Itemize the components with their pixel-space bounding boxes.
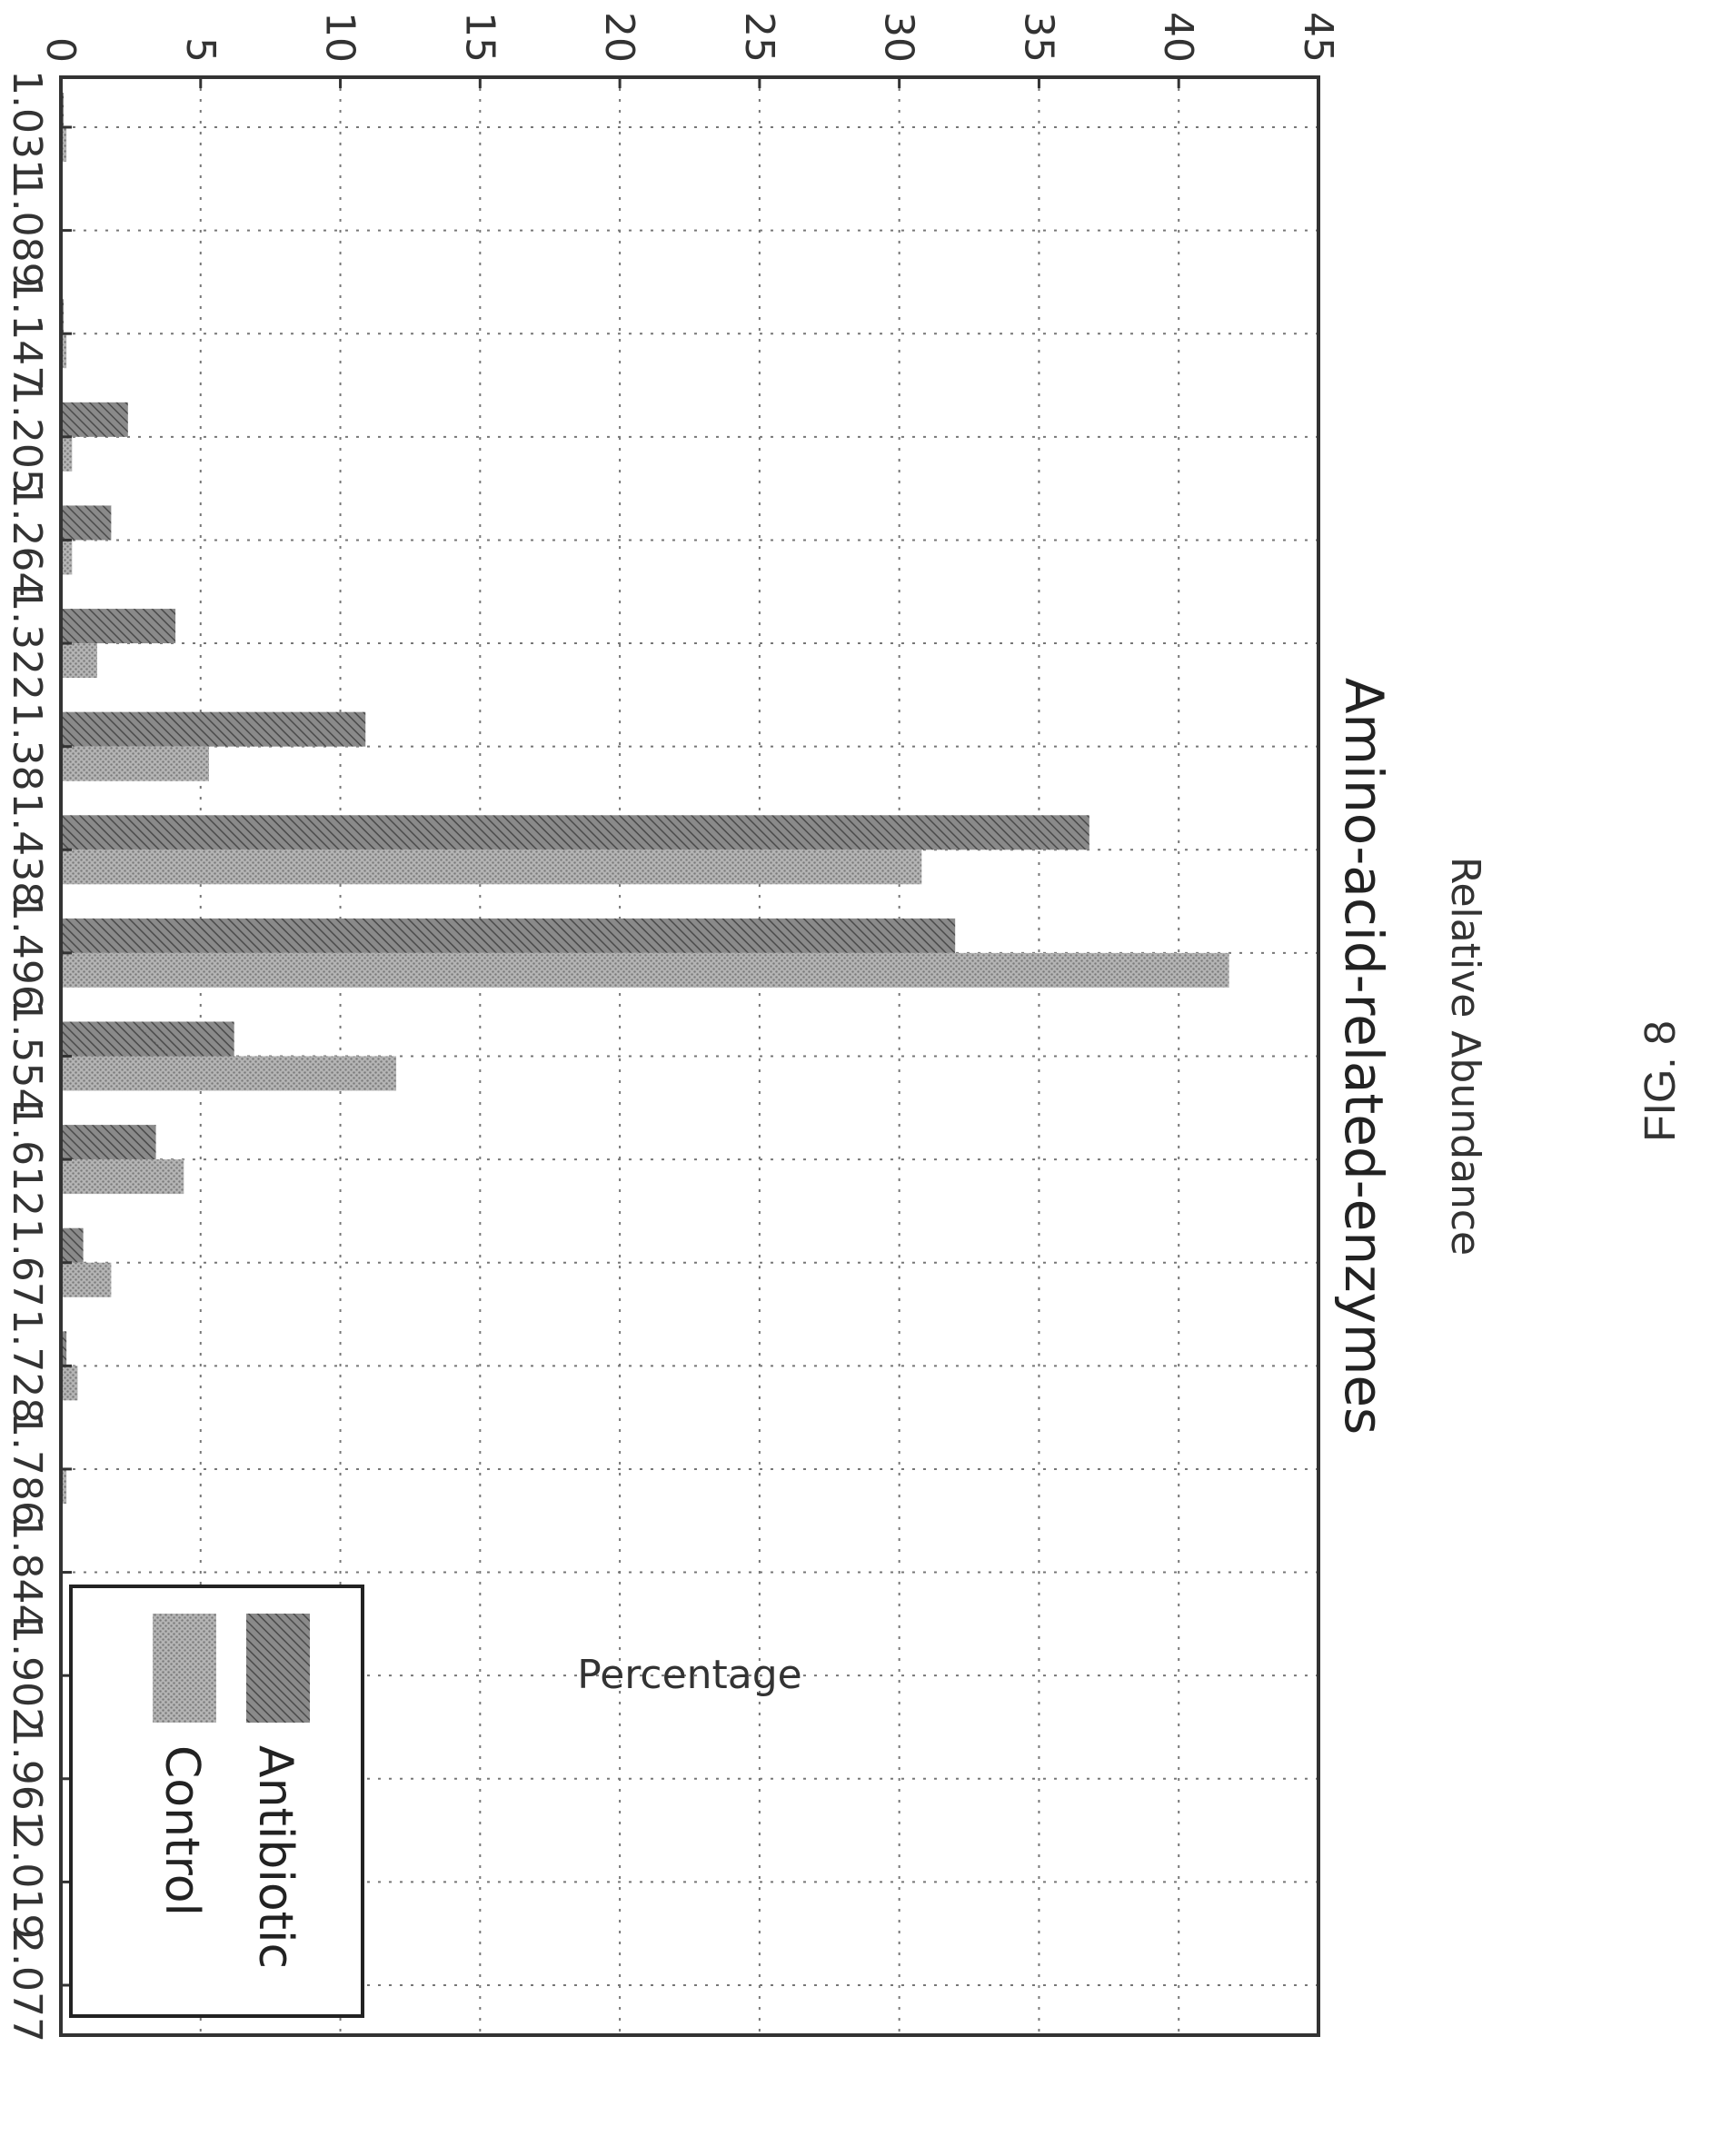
y-axis-title: Percentage xyxy=(577,1652,802,1698)
x-tick-label: 1.612 xyxy=(4,1102,50,1217)
y-tick-label: 40 xyxy=(1155,12,1201,63)
bar-antibiotic-1.554 xyxy=(61,1021,234,1057)
bar-control-1.728 xyxy=(61,1366,78,1401)
legend: Antibiotic Control xyxy=(69,1585,364,2018)
bar-antibiotic-1.438 xyxy=(61,815,1089,850)
y-tick-label: 25 xyxy=(736,12,782,63)
y-tick-label: 45 xyxy=(1295,12,1341,63)
y-tick-label: 20 xyxy=(596,12,642,63)
bars xyxy=(60,93,1229,1504)
x-tick-label: 1.902 xyxy=(4,1618,50,1733)
bar-control-1.554 xyxy=(60,1056,397,1091)
bar-control-1.496 xyxy=(60,952,1229,988)
bar-control-1.322 xyxy=(60,643,97,679)
x-tick-label: 1.554 xyxy=(4,999,50,1114)
legend-swatch-control xyxy=(153,1614,216,1723)
x-tick-label: 2.077 xyxy=(4,1928,50,2042)
bar-antibiotic-1.612 xyxy=(60,1125,156,1160)
x-tick-label: 1.031 xyxy=(4,70,50,184)
x-tick-label: 1.67 xyxy=(4,1218,50,1307)
y-tick-label: 10 xyxy=(317,12,363,63)
bar-antibiotic-1.38 xyxy=(61,711,366,747)
legend-label-control: Control xyxy=(154,1745,209,1916)
plot-background xyxy=(61,77,1318,2035)
y-tick-label: 15 xyxy=(456,12,502,63)
bar-antibiotic-1.205 xyxy=(61,402,128,437)
x-tick-label: 2.019 xyxy=(4,1824,50,1939)
y-tick-label: 5 xyxy=(177,37,224,63)
x-tick-label: 1.264 xyxy=(4,482,50,597)
figure-caption: FIG. 8 xyxy=(1636,1020,1685,1141)
bar-control-1.38 xyxy=(60,746,210,781)
legend-box xyxy=(69,1585,364,2018)
x-tick-label: 1.38 xyxy=(4,702,50,791)
bar-antibiotic-1.264 xyxy=(60,505,112,541)
x-tick-label: 1.496 xyxy=(4,896,50,1010)
x-tick-label: 1.147 xyxy=(4,276,50,391)
x-tick-label: 1.322 xyxy=(4,586,50,700)
chart-title: Amino-acid-related-enzymes xyxy=(1333,678,1395,1436)
x-tick-label: 1.089 xyxy=(4,174,50,288)
x-tick-label: 1.728 xyxy=(4,1308,50,1423)
bar-antibiotic-1.67 xyxy=(61,1227,84,1263)
bar-antibiotic-1.322 xyxy=(61,609,176,644)
bar-control-1.612 xyxy=(61,1159,184,1195)
bar-control-1.67 xyxy=(60,1262,112,1297)
bar-control-1.438 xyxy=(61,849,922,885)
y-tick-label: 0 xyxy=(37,37,84,63)
x-axis-title: Relative Abundance xyxy=(1442,857,1488,1256)
bar-control-1.205 xyxy=(61,436,73,472)
legend-swatch-antibiotic xyxy=(246,1614,310,1723)
y-axis-ticks: 0 5 10 15 20 25 30 35 40 45 xyxy=(37,12,1341,88)
legend-label-antibiotic: Antibiotic xyxy=(248,1745,303,1969)
bar-antibiotic-1.496 xyxy=(61,918,956,953)
bar-control-1.264 xyxy=(61,540,73,575)
x-tick-label: 1.438 xyxy=(4,792,50,907)
x-axis-ticks: 1.0311.0891.1471.2051.2641.3221.381.4381… xyxy=(4,70,72,2042)
x-tick-label: 1.961 xyxy=(4,1722,50,1836)
y-tick-label: 35 xyxy=(1015,12,1061,63)
y-tick-label: 30 xyxy=(876,12,922,63)
x-tick-label: 1.786 xyxy=(4,1412,50,1526)
x-tick-label: 1.844 xyxy=(4,1515,50,1630)
x-tick-label: 1.205 xyxy=(4,380,50,494)
